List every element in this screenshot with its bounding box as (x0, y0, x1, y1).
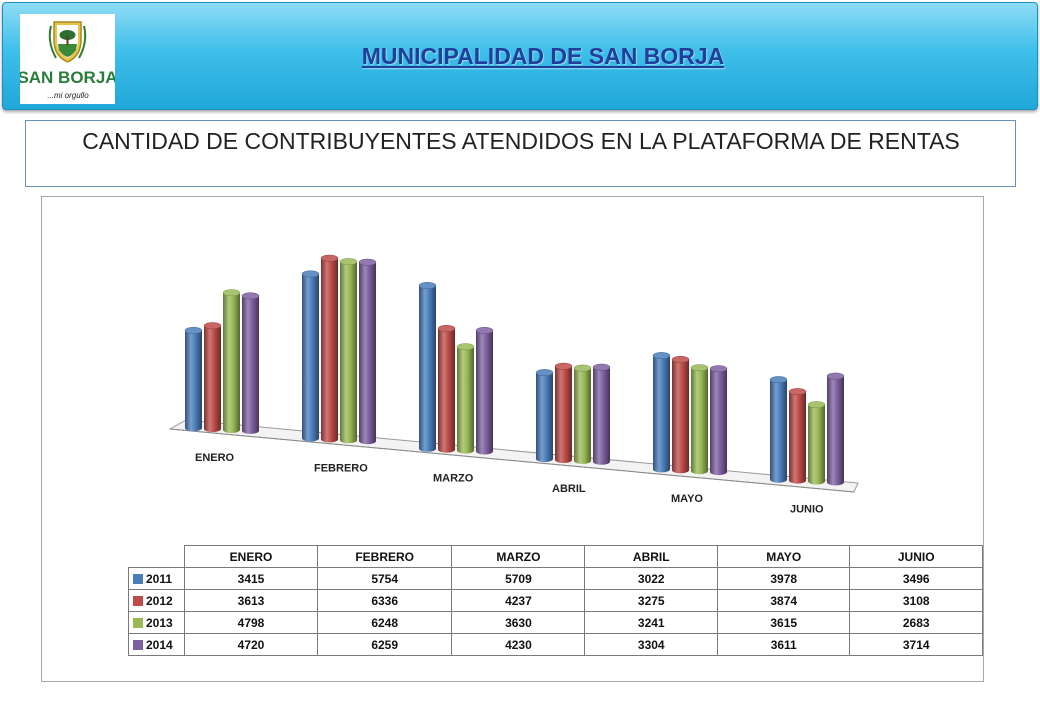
table-row: 2012 3613 6336 4237 3275 3874 3108 (128, 589, 983, 612)
bar-enero-2014 (241, 292, 260, 434)
san-borja-logo: SAN BORJA ...mi orgullo (20, 14, 115, 104)
bar-mayo-2011 (652, 352, 671, 473)
x-tick-label-febrero: FEBRERO (314, 462, 368, 474)
legend-entry-2012: 2012 (128, 589, 185, 612)
table-row: 2013 4798 6248 3630 3241 3615 2683 (128, 611, 983, 634)
bar-junio-2011 (769, 376, 788, 483)
table-cell-enero-2011: 3415 (183, 567, 319, 590)
table-cell-enero-2013: 4798 (183, 611, 319, 634)
table-cell-enero-2014: 4720 (183, 633, 319, 656)
legend-swatch (133, 617, 143, 628)
table-cell-marzo-2014: 4230 (451, 633, 586, 656)
bar-mayo-2014 (709, 365, 728, 476)
table-cell-febrero-2011: 5754 (317, 567, 453, 590)
bar-febrero-2013 (339, 258, 358, 444)
legend-entry-2011: 2011 (128, 567, 185, 590)
san-borja-emblem-icon: SAN BORJA ...mi orgullo (20, 21, 115, 100)
table-cell-abril-2014: 3304 (584, 633, 719, 656)
table-cell-abril-2013: 3241 (584, 611, 719, 634)
bar-junio-2012 (788, 388, 807, 484)
x-tick-label-enero: ENERO (195, 452, 235, 464)
table-cell-febrero-2012: 6336 (317, 589, 453, 612)
svg-text:...mi orgullo: ...mi orgullo (47, 91, 89, 100)
bar-abril-2012 (554, 362, 573, 463)
svg-text:SAN BORJA: SAN BORJA (20, 68, 115, 87)
bar-mayo-2012 (671, 355, 690, 474)
table-row: 2011 3415 5754 5709 3022 3978 3496 (128, 567, 983, 590)
table-cell-abril-2012: 3275 (584, 589, 719, 612)
table-header-enero: ENERO (183, 545, 319, 568)
table-cell-mayo-2014: 3611 (717, 633, 851, 656)
table-cell-abril-2011: 3022 (584, 567, 719, 590)
bar-enero-2011 (184, 326, 203, 432)
bar-mayo-2013 (690, 364, 709, 475)
chart-title-box: CANTIDAD DE CONTRIBUYENTES ATENDIDOS EN … (25, 120, 1016, 187)
table-header-junio: JUNIO (849, 545, 983, 568)
table-cell-mayo-2011: 3978 (717, 567, 851, 590)
x-tick-label-marzo: MARZO (433, 473, 474, 485)
legend-swatch (133, 573, 143, 584)
bar-junio-2013 (807, 401, 826, 485)
bar-febrero-2012 (320, 254, 339, 443)
table-cell-febrero-2014: 6259 (317, 633, 453, 656)
legend-swatch (133, 639, 143, 650)
table-cell-mayo-2013: 3615 (717, 611, 851, 634)
table-header-row: ENERO FEBRERO MARZO ABRIL MAYO JUNIO (129, 545, 983, 568)
bar-marzo-2013 (456, 343, 475, 454)
table-cell-febrero-2013: 6248 (317, 611, 453, 634)
table-cell-junio-2012: 3108 (849, 589, 983, 612)
table-cell-junio-2013: 2683 (849, 611, 983, 634)
bar-abril-2013 (573, 364, 592, 464)
x-tick-label-mayo: MAYO (671, 493, 703, 505)
x-tick-label-junio: JUNIO (790, 504, 824, 516)
legend-swatch (133, 595, 143, 606)
bar-junio-2014 (826, 372, 845, 486)
table-header-febrero: FEBRERO (317, 545, 453, 568)
header-bar: SAN BORJA ...mi orgullo MUNICIPALIDAD DE… (2, 2, 1038, 110)
legend-entry-2014: 2014 (128, 633, 185, 656)
data-table: ENERO FEBRERO MARZO ABRIL MAYO JUNIO 2011 3415… (128, 545, 983, 656)
bar-chart: ENERO FEBRERO MARZO ABRIL MAYO JUNIO (168, 254, 859, 516)
x-tick-label-abril: ABRIL (552, 483, 586, 495)
table-cell-enero-2012: 3613 (183, 589, 319, 612)
table-corner (129, 546, 185, 568)
bar-febrero-2011 (301, 270, 320, 442)
chart-title: CANTIDAD DE CONTRIBUYENTES ATENDIDOS EN … (82, 128, 960, 154)
table-header-marzo: MARZO (451, 545, 586, 568)
table-header-abril: ABRIL (584, 545, 719, 568)
page-title: MUNICIPALIDAD DE SAN BORJA (361, 43, 725, 69)
table-cell-junio-2011: 3496 (849, 567, 983, 590)
bar-abril-2014 (592, 363, 611, 465)
chart-frame: ENERO FEBRERO MARZO ABRIL MAYO JUNIO ENERO FEB… (41, 196, 984, 682)
bar-marzo-2014 (475, 327, 494, 455)
table-header-mayo: MAYO (717, 545, 851, 568)
table-row: 2014 4720 6259 4230 3304 3611 3714 (128, 633, 983, 656)
bar-abril-2011 (535, 369, 554, 463)
legend-entry-2013: 2013 (128, 611, 185, 634)
table-cell-junio-2014: 3714 (849, 633, 983, 656)
bar-enero-2012 (203, 322, 222, 433)
bar-marzo-2011 (418, 282, 437, 452)
bar-febrero-2014 (358, 258, 377, 445)
table-cell-marzo-2012: 4237 (451, 589, 586, 612)
table-cell-marzo-2011: 5709 (451, 567, 586, 590)
bar-enero-2013 (222, 289, 241, 433)
bar-marzo-2012 (437, 325, 456, 453)
table-cell-mayo-2012: 3874 (717, 589, 851, 612)
table-cell-marzo-2013: 3630 (451, 611, 586, 634)
